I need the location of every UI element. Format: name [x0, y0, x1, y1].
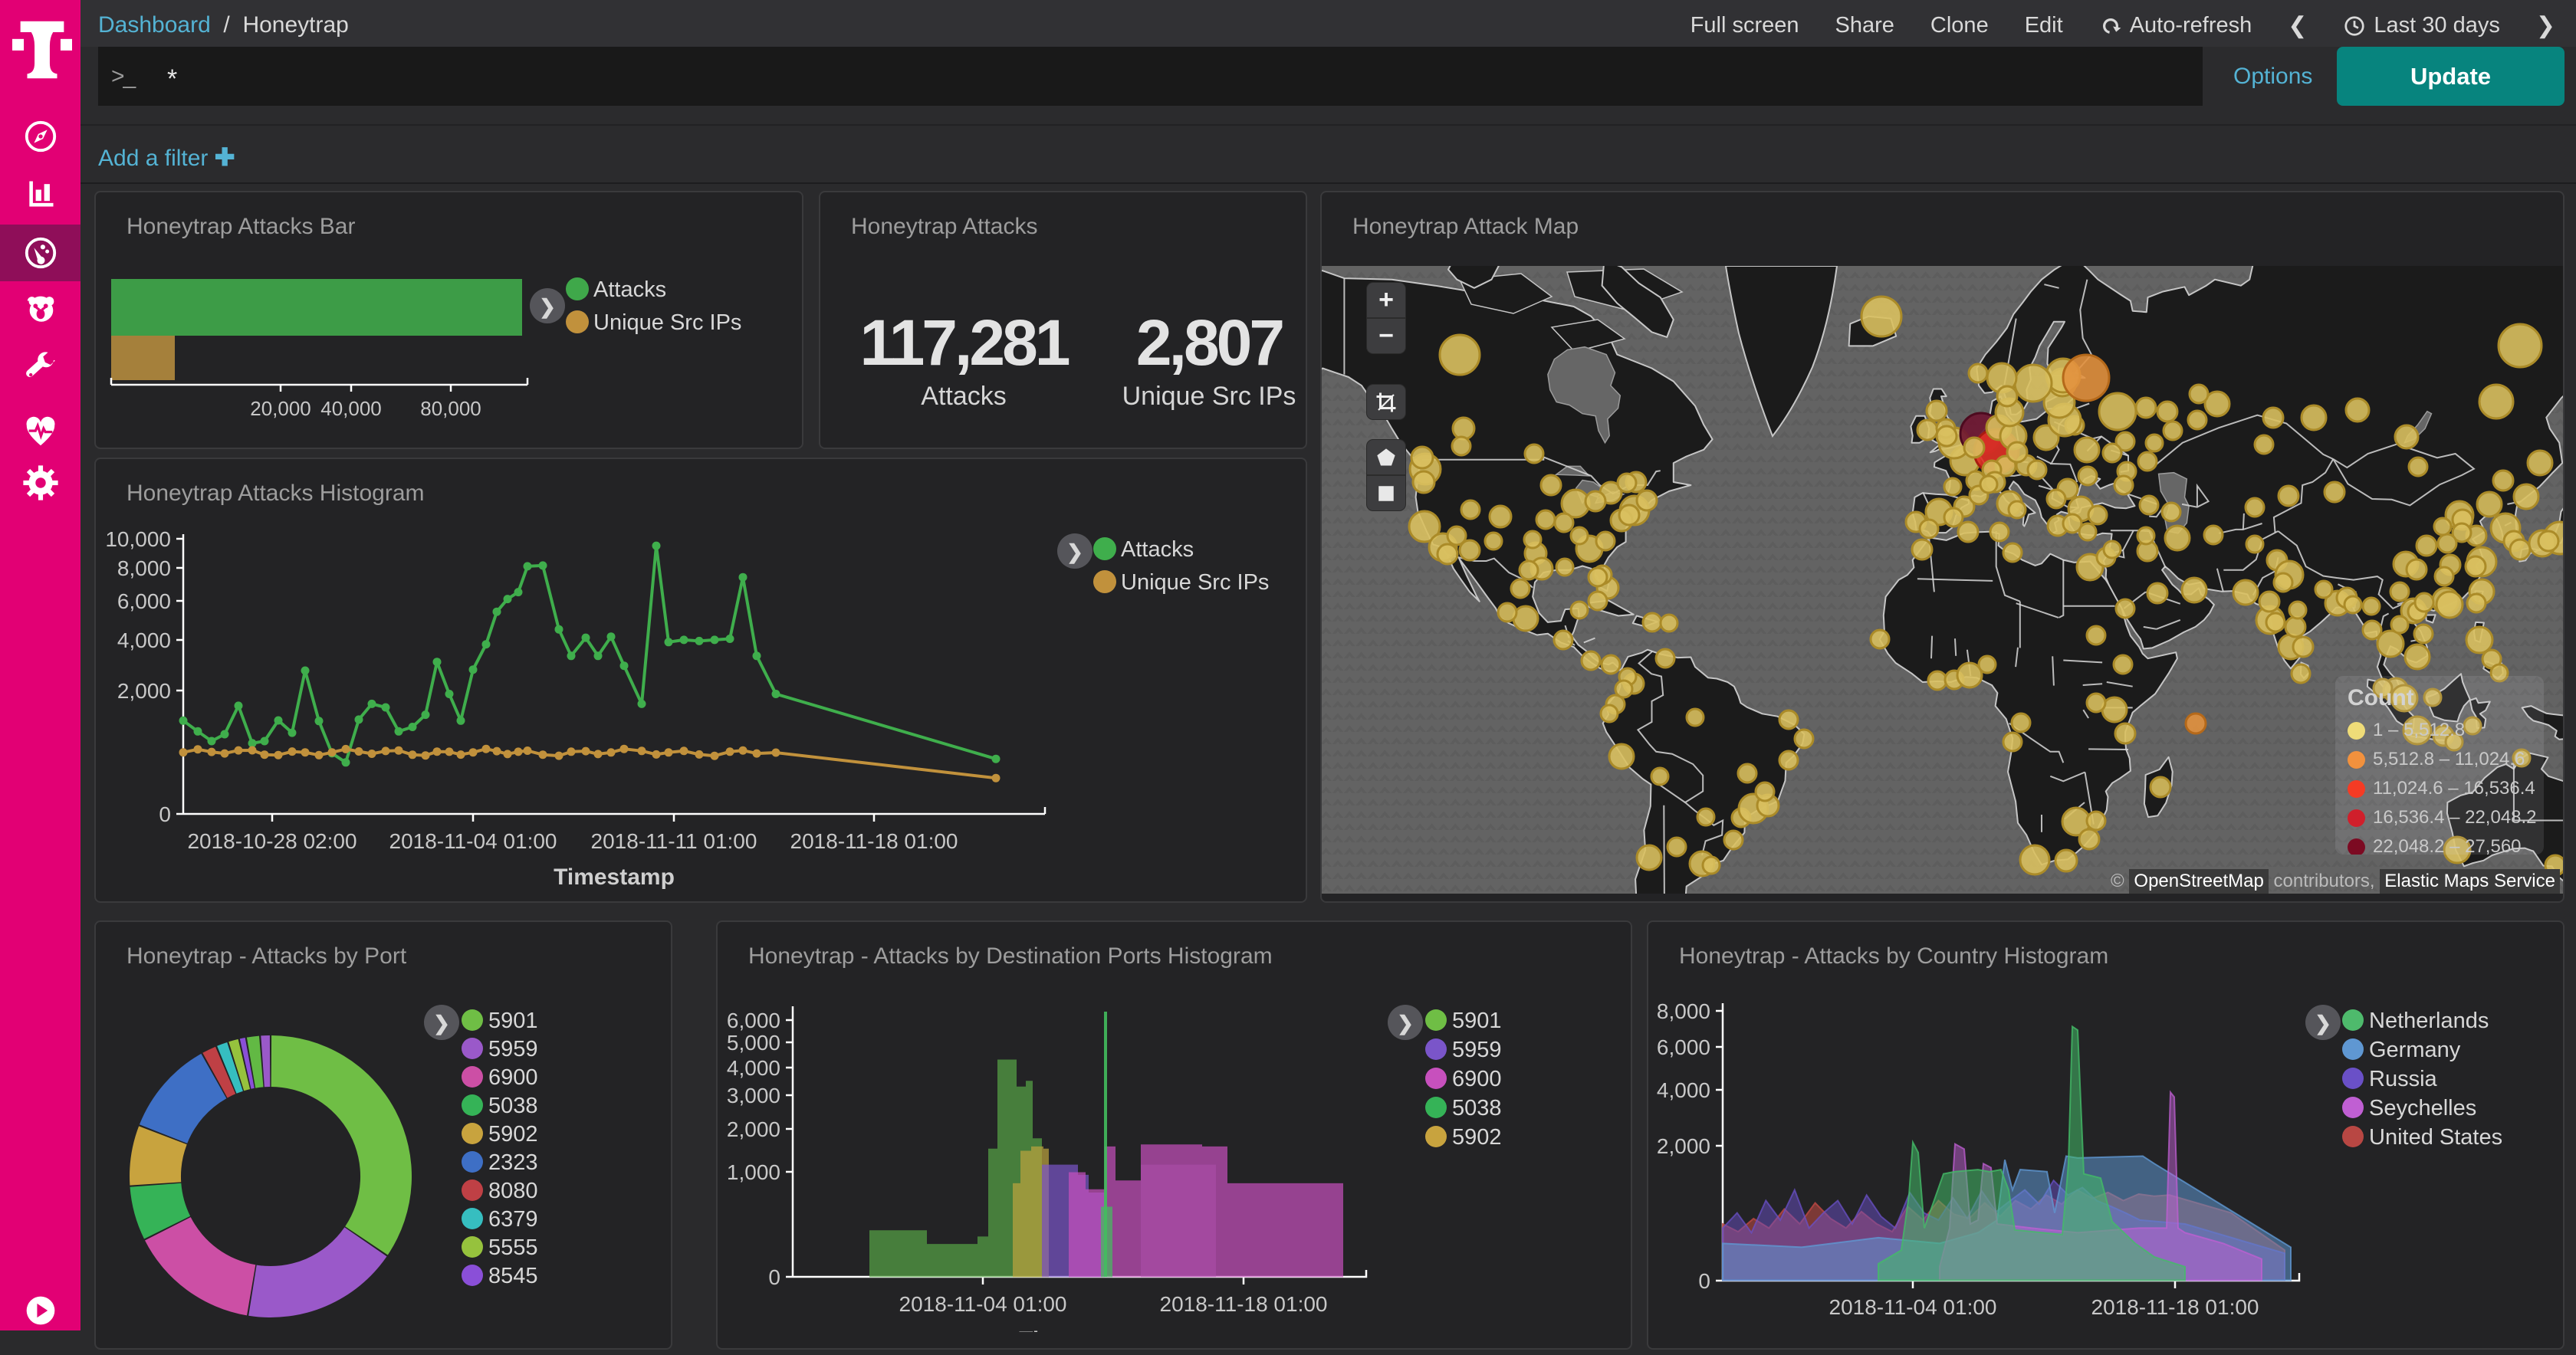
svg-text:❯: ❯: [1397, 1012, 1414, 1035]
svg-text:2,000: 2,000: [1657, 1134, 1710, 1158]
svg-text:6379: 6379: [488, 1207, 538, 1232]
svg-text:2018-11-11 01:00: 2018-11-11 01:00: [591, 829, 757, 853]
svg-text:4,000: 4,000: [117, 628, 171, 652]
svg-text:0: 0: [768, 1265, 780, 1289]
svg-text:8,000: 8,000: [117, 556, 171, 580]
svg-text:Attacks: Attacks: [1121, 537, 1194, 562]
svg-text:6,000: 6,000: [117, 589, 171, 613]
svg-text:Timestamp: Timestamp: [554, 865, 675, 890]
svg-text:Seychelles: Seychelles: [2369, 1096, 2476, 1120]
svg-text:4,000: 4,000: [727, 1056, 780, 1080]
svg-text:8545: 8545: [488, 1264, 538, 1288]
svg-text:2018-11-18 01:00: 2018-11-18 01:00: [790, 829, 958, 853]
svg-text:2323: 2323: [488, 1150, 538, 1175]
svg-text:1,000: 1,000: [727, 1160, 780, 1184]
svg-text:❯: ❯: [539, 295, 556, 319]
svg-text:Unique Src IPs: Unique Src IPs: [593, 310, 741, 335]
svg-text:❯: ❯: [433, 1012, 450, 1035]
svg-text:6,000: 6,000: [1657, 1035, 1710, 1059]
svg-text:Germany: Germany: [2369, 1038, 2461, 1062]
svg-text:80,000: 80,000: [420, 397, 481, 420]
svg-text:5,000: 5,000: [727, 1031, 780, 1055]
svg-text:3,000: 3,000: [727, 1084, 780, 1107]
svg-text:6900: 6900: [488, 1065, 538, 1090]
svg-text:2018-11-04 01:00: 2018-11-04 01:00: [1829, 1295, 1997, 1319]
svg-text:5901: 5901: [488, 1009, 538, 1033]
svg-text:6900: 6900: [1452, 1067, 1502, 1091]
svg-text:10,000: 10,000: [105, 527, 171, 551]
svg-text:5902: 5902: [488, 1122, 538, 1147]
svg-text:2,000: 2,000: [727, 1117, 780, 1141]
svg-text:2018-11-18 01:00: 2018-11-18 01:00: [2091, 1295, 2259, 1319]
svg-text:Unique Src IPs: Unique Src IPs: [1121, 570, 1269, 595]
svg-text:Attacks: Attacks: [593, 277, 666, 302]
svg-text:4,000: 4,000: [1657, 1078, 1710, 1102]
svg-text:8,000: 8,000: [1657, 999, 1710, 1023]
svg-text:Timestamp: Timestamp: [1019, 1327, 1140, 1332]
svg-text:40,000: 40,000: [320, 397, 382, 420]
svg-text:2018-11-04 01:00: 2018-11-04 01:00: [899, 1292, 1067, 1316]
svg-text:Timestamp: Timestamp: [1950, 1331, 2072, 1332]
svg-text:0: 0: [159, 802, 171, 826]
svg-text:5555: 5555: [488, 1235, 538, 1260]
svg-text:Russia: Russia: [2369, 1067, 2438, 1091]
svg-text:2018-11-18 01:00: 2018-11-18 01:00: [1160, 1292, 1328, 1316]
svg-text:6,000: 6,000: [727, 1009, 780, 1032]
svg-text:8080: 8080: [488, 1179, 538, 1203]
svg-text:5038: 5038: [488, 1094, 538, 1118]
svg-text:5901: 5901: [1452, 1009, 1502, 1033]
svg-text:5959: 5959: [1452, 1038, 1502, 1062]
svg-text:Netherlands: Netherlands: [2369, 1009, 2489, 1033]
svg-text:United States: United States: [2369, 1125, 2502, 1150]
svg-text:2,000: 2,000: [117, 679, 171, 703]
svg-text:5959: 5959: [488, 1037, 538, 1061]
svg-text:2018-11-04 01:00: 2018-11-04 01:00: [389, 829, 557, 853]
svg-text:5902: 5902: [1452, 1125, 1502, 1150]
svg-text:❯: ❯: [1066, 540, 1083, 564]
svg-text:5038: 5038: [1452, 1096, 1502, 1120]
svg-text:0: 0: [1698, 1269, 1710, 1293]
svg-text:❯: ❯: [2315, 1012, 2331, 1035]
svg-text:2018-10-28 02:00: 2018-10-28 02:00: [187, 829, 356, 853]
svg-text:20,000: 20,000: [250, 397, 311, 420]
